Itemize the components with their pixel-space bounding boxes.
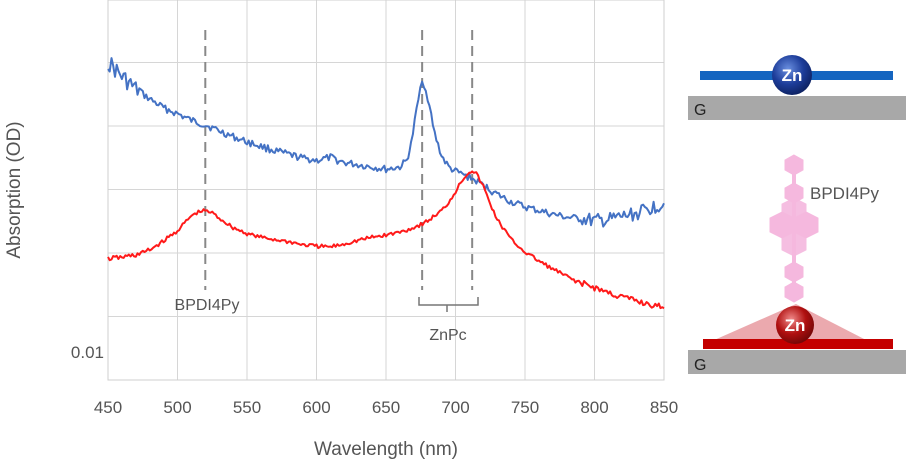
series-layer (107, 57, 665, 310)
x-tick-label: 650 (372, 398, 400, 417)
reference-lines (204, 30, 474, 290)
x-tick-label: 450 (94, 398, 122, 417)
zinc-atom-sphere-bottom (776, 306, 814, 344)
x-tick-label: 500 (163, 398, 191, 417)
zinc-label-top: Zn (782, 66, 803, 85)
zinc-atom-sphere-top (772, 55, 812, 95)
graphene-substrate-bottom (688, 350, 906, 374)
plot-frame (107, 0, 665, 381)
zinc-phthalocyanine-label: ZnPc (429, 327, 466, 344)
bpdi4py-ligand-icon (769, 154, 819, 303)
series-line-red (107, 170, 665, 310)
substrate-label-top: G (694, 102, 706, 119)
chart: 450 500 550 600 650 700 750 800 850 Absorption (… (4, 0, 678, 460)
x-axis-title: Wavelength (nm) (314, 439, 458, 460)
bpdi4py-schematic-label: BPDI4Py (810, 184, 879, 203)
x-tick-labels: 450 500 550 600 650 700 750 800 850 (94, 398, 678, 417)
x-tick-label: 750 (511, 398, 539, 417)
series-line-blue (107, 57, 665, 228)
scale-bar-label: 0.01 (71, 343, 104, 362)
zinc-label-bottom: Zn (785, 316, 806, 335)
x-tick-label: 850 (650, 398, 678, 417)
chart-grid (108, 0, 664, 380)
x-tick-label: 550 (233, 398, 261, 417)
zinc-phthalocyanine-flat-bottom (703, 339, 893, 349)
x-tick-label: 600 (302, 398, 330, 417)
x-tick-label: 800 (580, 398, 608, 417)
schematic-bottom: G Zn BPDI4Py (688, 154, 906, 374)
y-axis-title: Absorption (OD) (4, 121, 25, 258)
zinc-phthalocyanine-bracket (418, 297, 479, 312)
bpdi4py-peak-label: BPDI4Py (175, 297, 240, 314)
graphene-substrate-top (688, 96, 906, 120)
x-tick-label: 700 (441, 398, 469, 417)
substrate-label-bottom: G (694, 357, 706, 374)
schematic-top: G Zn (688, 55, 906, 120)
